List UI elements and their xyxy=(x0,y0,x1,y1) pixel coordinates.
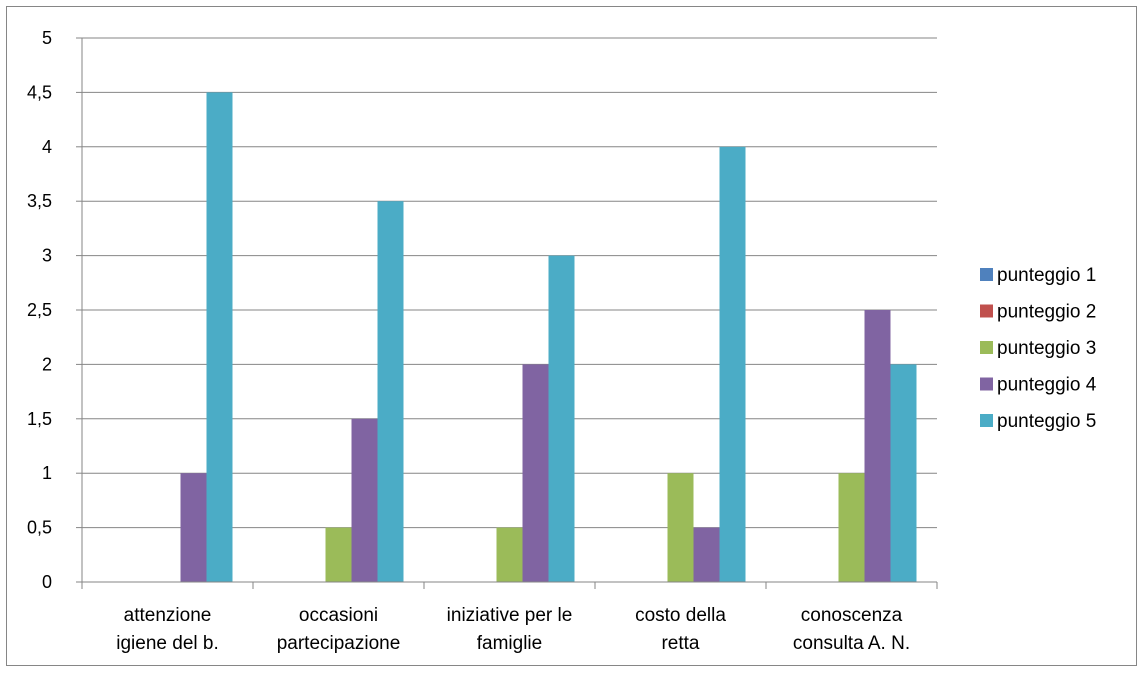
x-tick-label: retta xyxy=(661,633,699,654)
x-tick-label: igiene del b. xyxy=(116,633,218,654)
bar xyxy=(325,527,352,582)
bar xyxy=(838,473,865,582)
legend-label: punteggio 1 xyxy=(997,265,1096,286)
legend-swatch xyxy=(980,414,993,427)
bar xyxy=(351,418,378,582)
legend: punteggio 1 punteggio 2 punteggio 3 puntegg… xyxy=(980,265,1097,432)
legend-label: punteggio 5 xyxy=(997,411,1096,432)
legend-label: punteggio 4 xyxy=(997,375,1097,396)
bar xyxy=(377,201,404,582)
x-tick-label: famiglie xyxy=(477,633,542,654)
y-tick-label: 2,5 xyxy=(27,300,52,320)
bar xyxy=(522,364,549,582)
bar xyxy=(719,146,746,583)
y-tick-label: 4 xyxy=(42,137,52,157)
y-tick-label: 2 xyxy=(42,354,52,374)
y-tick-label: 3 xyxy=(42,246,52,266)
bar xyxy=(180,473,207,582)
y-tick-label: 0,5 xyxy=(27,518,52,538)
y-tick-label: 4,5 xyxy=(27,82,52,102)
bar xyxy=(548,255,575,582)
x-tick-labels: attenzione igiene del b. occasioni partecip… xyxy=(116,605,910,654)
bar xyxy=(864,310,891,582)
bar xyxy=(693,527,720,582)
x-tick-label: costo della xyxy=(635,605,726,626)
y-tick-label: 0 xyxy=(42,572,52,592)
x-tick-label: partecipazione xyxy=(277,633,401,654)
bar xyxy=(890,364,917,582)
x-tick-label: conoscenza xyxy=(801,605,903,626)
x-tick-label: consulta A. N. xyxy=(793,633,910,654)
x-tick-label: attenzione xyxy=(124,605,212,626)
x-tick-label: iniziative per le xyxy=(447,605,573,626)
legend-swatch xyxy=(980,268,993,281)
y-tick-label: 1,5 xyxy=(27,409,52,429)
bar xyxy=(206,92,233,583)
legend-label: punteggio 2 xyxy=(997,302,1096,323)
y-tick-labels: 0 0,5 1 1,5 2 2,5 3 3,5 4 4,5 5 xyxy=(27,28,52,592)
legend-swatch xyxy=(980,377,993,391)
bar xyxy=(667,473,694,582)
y-tick-label: 3,5 xyxy=(27,191,52,211)
legend-label: punteggio 3 xyxy=(997,338,1096,359)
legend-swatch xyxy=(980,341,993,354)
x-tick-label: occasioni xyxy=(299,605,378,626)
bars xyxy=(180,92,917,583)
y-tick-label: 1 xyxy=(42,463,52,483)
bar xyxy=(496,527,523,582)
legend-swatch xyxy=(980,304,993,318)
axes xyxy=(76,37,938,589)
y-tick-label: 5 xyxy=(42,28,52,48)
